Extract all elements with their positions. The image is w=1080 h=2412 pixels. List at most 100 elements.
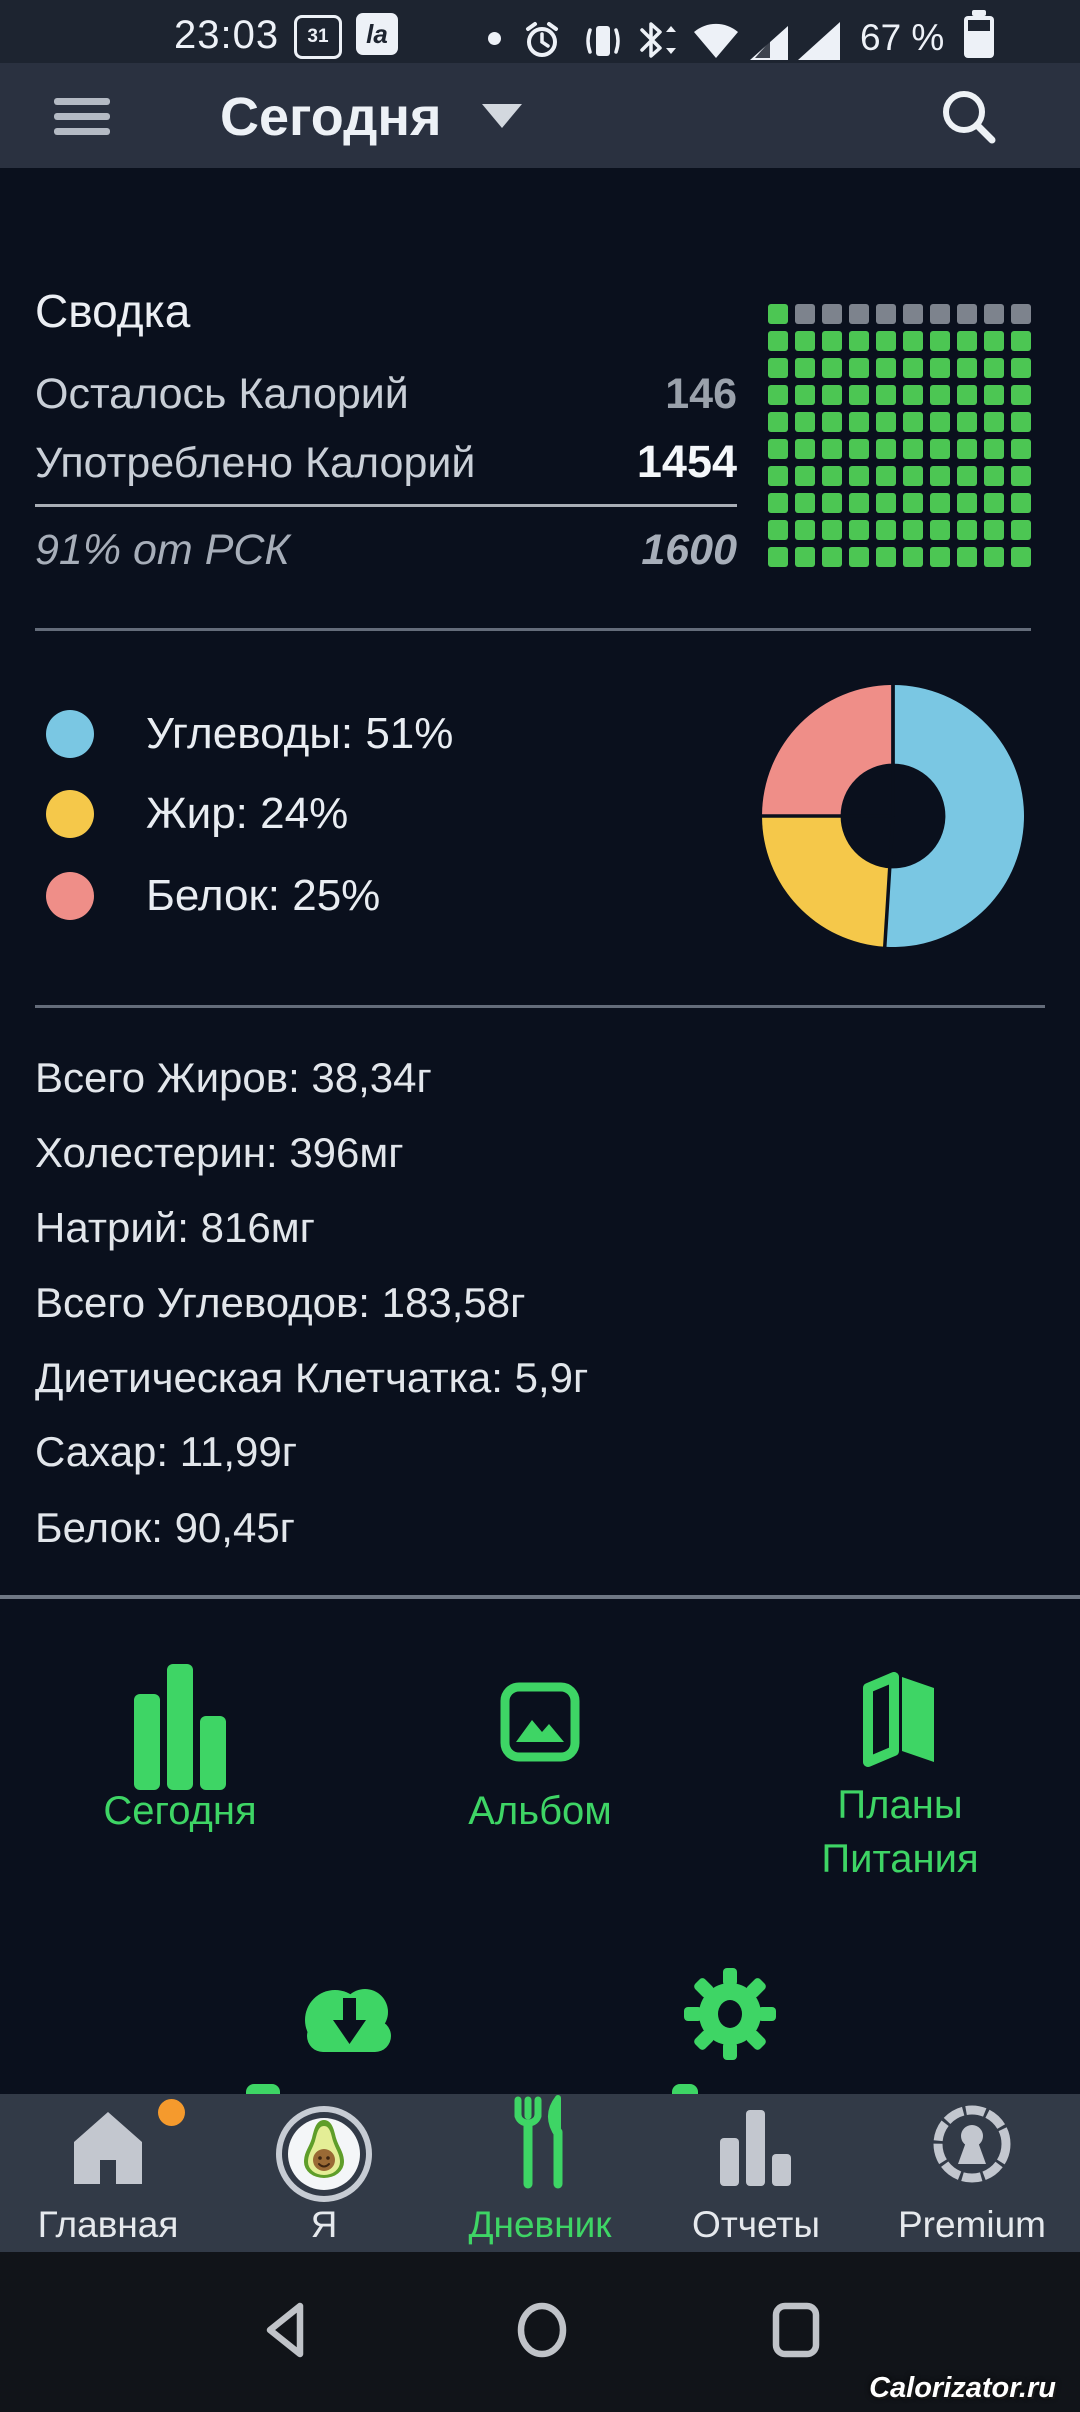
today-bar-chart-icon[interactable] <box>132 1654 228 1794</box>
notification-dot-icon <box>488 32 501 45</box>
grid-cell <box>1011 304 1031 324</box>
shortcut-label-album[interactable]: Альбом <box>468 1789 612 1833</box>
grid-cell <box>984 385 1004 405</box>
gear-icon[interactable] <box>682 1966 778 2062</box>
grid-cell <box>984 520 1004 540</box>
grid-cell <box>822 331 842 351</box>
grid-cell <box>930 547 950 567</box>
grid-cell <box>957 493 977 513</box>
grid-cell <box>903 304 923 324</box>
legend-label-fat: Жир: 24% <box>146 789 349 838</box>
album-icon[interactable] <box>500 1682 580 1762</box>
android-recents-button[interactable] <box>768 2300 824 2360</box>
grid-cell <box>768 331 788 351</box>
grid-cell <box>984 466 1004 486</box>
clock: 23:03 <box>174 13 280 57</box>
legend-item-fat: Жир: 24% <box>46 789 349 838</box>
rda-goal-value: 1600 <box>641 526 737 574</box>
cloud-download-icon[interactable] <box>289 1968 409 2064</box>
grid-cell <box>903 412 923 432</box>
search-icon[interactable] <box>934 82 1004 152</box>
summary-row-remaining: Осталось Калорий 146 <box>35 370 737 419</box>
grid-cell <box>768 466 788 486</box>
grid-cell <box>795 439 815 459</box>
grid-cell <box>1011 547 1031 567</box>
nutrition-row-fat: Всего Жиров: 38,34г <box>35 1054 432 1101</box>
divider <box>35 628 1031 631</box>
signal-icon-1 <box>750 26 788 60</box>
summary-underline <box>35 504 737 507</box>
diary-fork-knife-icon[interactable] <box>490 2092 590 2192</box>
grid-cell <box>903 466 923 486</box>
legend-item-protein: Белок: 25% <box>46 871 380 920</box>
grid-cell <box>795 493 815 513</box>
status-bar: 23:03 31 la 67 <box>0 0 1080 63</box>
nav-item-reports[interactable]: Отчеты <box>692 2204 820 2245</box>
grid-cell <box>768 304 788 324</box>
nav-item-home[interactable]: Главная <box>37 2204 179 2245</box>
grid-cell <box>930 304 950 324</box>
grid-cell <box>957 358 977 378</box>
grid-cell <box>822 520 842 540</box>
meal-plans-map-icon[interactable] <box>858 1672 942 1768</box>
grid-cell <box>876 439 896 459</box>
android-home-button[interactable] <box>512 2300 572 2360</box>
grid-cell <box>795 520 815 540</box>
premium-medal-icon[interactable] <box>926 2100 1018 2192</box>
grid-cell <box>930 493 950 513</box>
grid-cell <box>957 385 977 405</box>
grid-cell <box>984 412 1004 432</box>
grid-cell <box>1011 358 1031 378</box>
battery-percent: 67 % <box>860 17 945 58</box>
grid-cell <box>1011 385 1031 405</box>
remaining-value: 146 <box>665 370 737 418</box>
grid-cell <box>849 466 869 486</box>
nav-item-diary[interactable]: Дневник <box>468 2204 612 2245</box>
grid-cell <box>768 520 788 540</box>
grid-cell <box>876 547 896 567</box>
grid-cell <box>957 304 977 324</box>
calorie-progress-grid <box>768 304 1031 567</box>
app-notification-badge: la <box>356 13 398 55</box>
grid-cell <box>795 412 815 432</box>
divider <box>35 1005 1045 1008</box>
profile-avatar-avocado[interactable] <box>274 2104 374 2204</box>
grid-cell <box>822 304 842 324</box>
summary-title: Сводка <box>35 285 191 337</box>
grid-cell <box>984 439 1004 459</box>
grid-cell <box>822 547 842 567</box>
reports-bar-chart-icon[interactable] <box>712 2104 800 2188</box>
shortcut-label-today[interactable]: Сегодня <box>103 1789 257 1833</box>
shortcut-label-meal-plans[interactable]: Планы Питания <box>821 1783 979 1881</box>
grid-cell <box>903 547 923 567</box>
home-icon[interactable] <box>64 2106 152 2186</box>
grid-cell <box>768 358 788 378</box>
grid-cell <box>957 439 977 459</box>
chevron-down-icon[interactable] <box>482 104 522 128</box>
grid-cell <box>930 466 950 486</box>
legend-label-carbs: Углеводы: 51% <box>146 709 454 758</box>
nutrition-row-sodium: Натрий: 816мг <box>35 1204 315 1251</box>
nav-item-me[interactable]: Я <box>310 2204 338 2245</box>
section-divider <box>0 1595 1080 1599</box>
grid-cell <box>903 358 923 378</box>
grid-cell <box>768 412 788 432</box>
grid-cell <box>822 385 842 405</box>
consumed-label: Употреблено Калорий <box>35 439 476 487</box>
nav-item-premium[interactable]: Premium <box>897 2204 1047 2245</box>
menu-hamburger-icon[interactable] <box>54 98 110 135</box>
grid-cell <box>795 304 815 324</box>
grid-cell <box>903 331 923 351</box>
grid-cell <box>876 358 896 378</box>
grid-cell <box>930 331 950 351</box>
page-title[interactable]: Сегодня <box>220 87 442 147</box>
nutrition-row-protein: Белок: 90,45г <box>35 1504 295 1551</box>
grid-cell <box>849 358 869 378</box>
grid-cell <box>984 493 1004 513</box>
grid-cell <box>849 520 869 540</box>
grid-cell <box>957 331 977 351</box>
grid-cell <box>930 412 950 432</box>
grid-cell <box>849 412 869 432</box>
android-back-button[interactable] <box>258 2300 314 2360</box>
